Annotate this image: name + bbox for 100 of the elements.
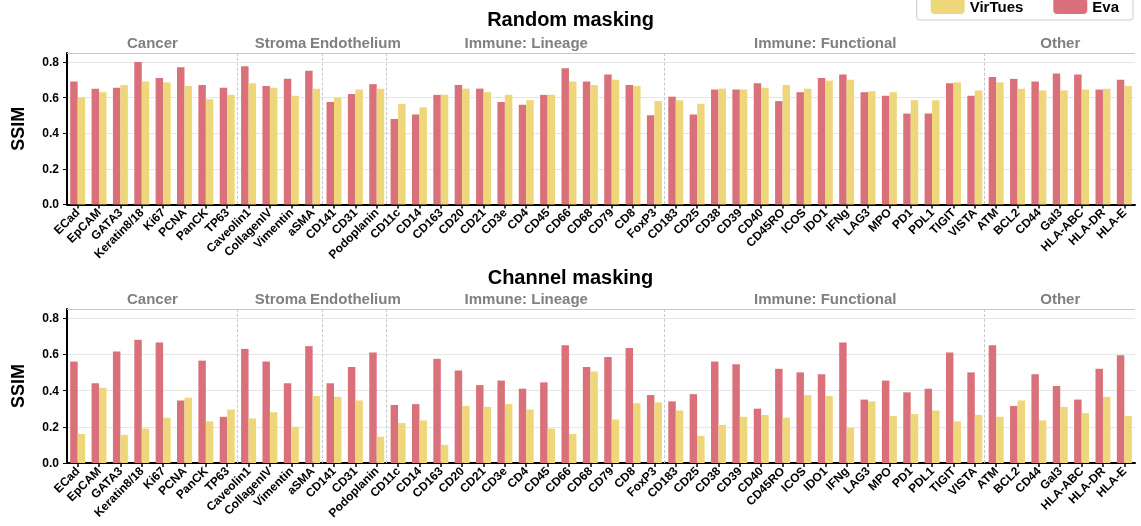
bar <box>99 387 107 463</box>
chart-title: Channel masking <box>487 266 654 288</box>
bar <box>369 84 377 205</box>
bar <box>889 92 897 205</box>
bar <box>1095 89 1103 205</box>
bar <box>326 383 334 463</box>
bar <box>825 80 833 205</box>
bar <box>988 345 997 463</box>
bar <box>1052 386 1061 463</box>
bar <box>974 414 983 463</box>
bar <box>974 90 983 205</box>
bar <box>262 361 270 463</box>
bar <box>248 418 257 463</box>
bar <box>761 414 769 463</box>
bar <box>269 87 278 205</box>
y-axis-title: SSIM <box>8 363 28 409</box>
bar <box>540 94 548 205</box>
bar <box>1017 88 1025 205</box>
bar <box>398 103 406 205</box>
bar <box>262 85 270 205</box>
bar <box>476 385 484 463</box>
bar <box>561 345 569 463</box>
text: Immune: Lineage <box>464 290 588 307</box>
bar <box>932 100 940 205</box>
bar <box>839 74 847 205</box>
bar <box>1031 374 1039 463</box>
bar <box>112 351 121 463</box>
bar <box>967 95 975 205</box>
text: Other <box>1040 34 1081 51</box>
bar <box>711 361 719 463</box>
bar <box>219 416 228 463</box>
bar <box>1116 79 1125 205</box>
bar <box>312 395 321 463</box>
bar <box>675 410 684 463</box>
bar <box>697 435 705 463</box>
bar <box>355 400 363 463</box>
bar <box>568 434 577 463</box>
bar <box>611 79 620 205</box>
bar <box>739 416 748 463</box>
bar <box>433 94 441 205</box>
bar <box>953 82 961 205</box>
bar <box>1116 355 1125 463</box>
bar <box>433 358 441 463</box>
bar <box>1081 413 1090 463</box>
text: Other <box>1040 290 1081 307</box>
bar <box>454 85 463 205</box>
bar <box>604 357 612 463</box>
bar <box>497 380 505 463</box>
bar <box>1095 368 1103 463</box>
bar <box>689 394 698 463</box>
bar <box>134 339 142 463</box>
bar <box>590 371 598 463</box>
bar <box>668 401 676 463</box>
bar <box>903 392 911 463</box>
bar <box>689 114 698 205</box>
bar <box>633 85 641 205</box>
bar <box>868 401 876 463</box>
bar <box>803 395 812 463</box>
text: Stroma <box>254 34 308 51</box>
bar <box>996 416 1004 463</box>
bar <box>846 427 855 463</box>
bar <box>462 88 470 205</box>
bar <box>419 107 427 205</box>
bar <box>77 97 86 205</box>
bar <box>1010 405 1018 463</box>
bar <box>462 405 470 463</box>
bar <box>355 89 363 205</box>
bar <box>305 70 313 205</box>
bar <box>967 372 975 463</box>
legend-label: VirTues <box>969 0 1024 15</box>
bar <box>227 409 235 463</box>
text: Immune: Functional <box>754 34 897 51</box>
bar <box>932 410 940 463</box>
bar <box>305 346 313 463</box>
bar <box>568 81 577 205</box>
text: Immune: Functional <box>754 290 897 307</box>
bar <box>718 424 726 463</box>
bar <box>241 66 249 205</box>
bar <box>398 423 406 463</box>
bar <box>497 102 505 205</box>
bar <box>177 400 185 463</box>
y-tick-label: 0.2 <box>42 161 60 176</box>
text: Endothelium <box>309 34 401 51</box>
bar <box>646 395 655 463</box>
bar <box>411 114 420 205</box>
bar <box>1038 420 1047 463</box>
bar <box>868 91 876 205</box>
y-tick-label: 0.0 <box>42 197 60 212</box>
bar <box>910 414 919 463</box>
bar <box>411 404 420 463</box>
bar <box>846 79 855 205</box>
bar <box>604 74 612 205</box>
bar <box>120 85 128 205</box>
bar <box>775 101 783 205</box>
bar <box>1052 73 1061 205</box>
bar <box>654 402 662 463</box>
bar <box>326 102 334 205</box>
bar <box>782 417 791 463</box>
bar <box>198 360 206 463</box>
bar <box>205 99 214 205</box>
